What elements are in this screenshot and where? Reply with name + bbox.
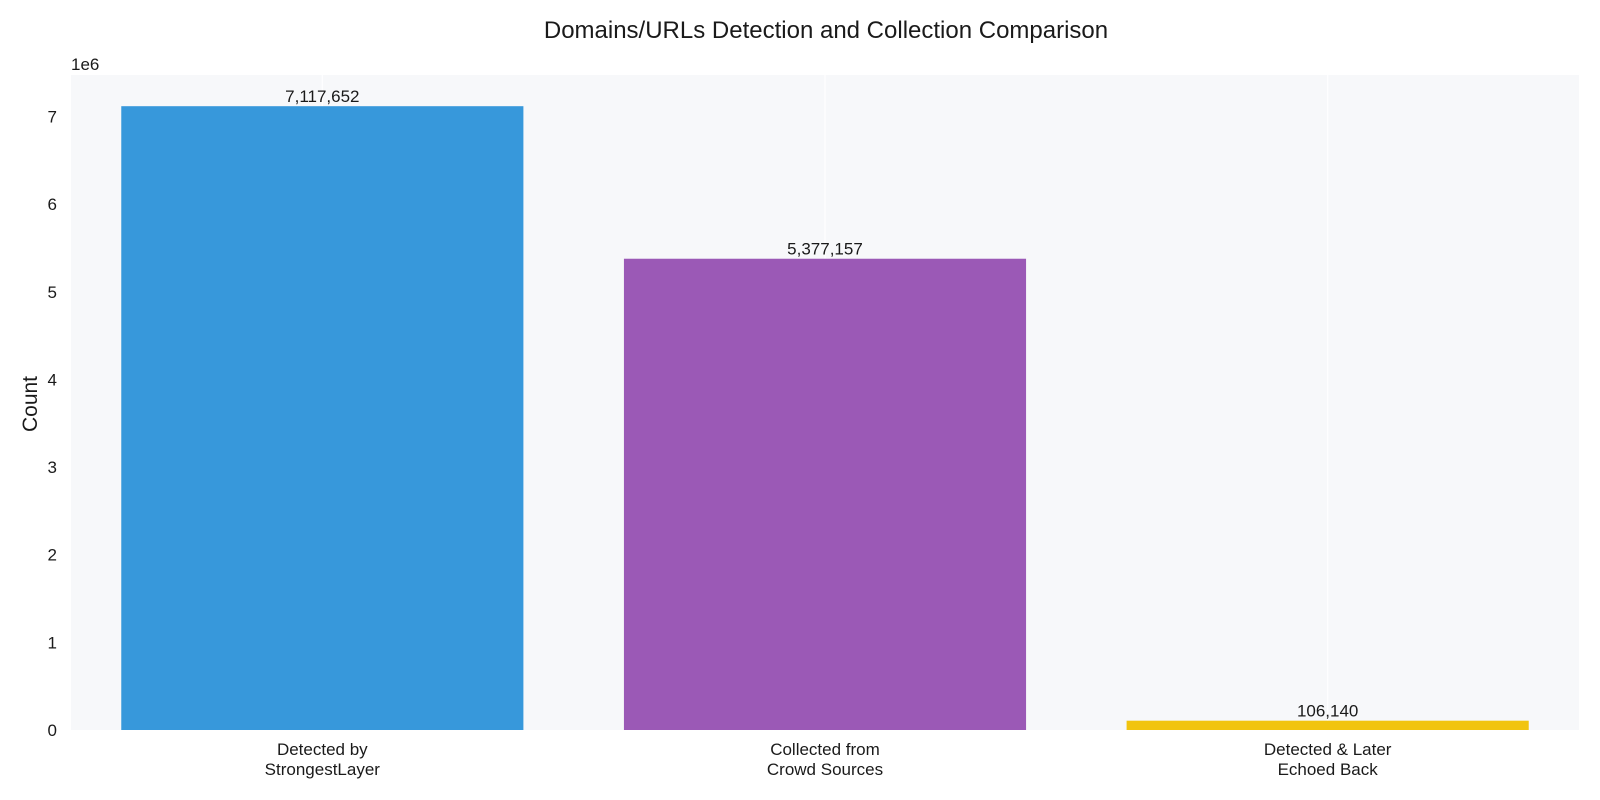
bar-value-label: 5,377,157 <box>787 240 863 259</box>
y-tick-label: 6 <box>48 195 57 214</box>
y-tick-label: 1 <box>48 633 57 652</box>
y-tick-label: 7 <box>48 108 57 127</box>
chart-title: Domains/URLs Detection and Collection Co… <box>544 17 1108 44</box>
y-tick-label: 2 <box>48 546 57 565</box>
bar-value-label: 7,117,652 <box>285 87 359 106</box>
bars <box>121 106 1529 730</box>
y-axis-ticks: 0 1 2 3 4 5 6 7 <box>48 108 57 740</box>
y-tick-label: 0 <box>48 721 57 740</box>
y-tick-label: 3 <box>48 458 57 477</box>
y-axis-scale-label: 1e6 <box>71 55 99 74</box>
x-tick-label: Detected & Later Echoed Back <box>1264 740 1392 779</box>
bar <box>1126 720 1529 730</box>
bar-value-label: 106,140 <box>1297 702 1358 721</box>
bar <box>121 106 524 730</box>
x-axis-ticks: Detected by StrongestLayer Collected from C… <box>265 740 1392 779</box>
y-tick-label: 4 <box>48 370 57 389</box>
data-labels: 7,117,652 5,377,157 106,140 <box>285 87 1358 721</box>
x-tick-label: Collected from Crowd Sources <box>767 740 883 779</box>
x-tick-label: Detected by StrongestLayer <box>265 740 381 779</box>
bar <box>623 258 1027 730</box>
y-axis-label: Count <box>19 376 42 432</box>
y-tick-label: 5 <box>48 283 57 302</box>
